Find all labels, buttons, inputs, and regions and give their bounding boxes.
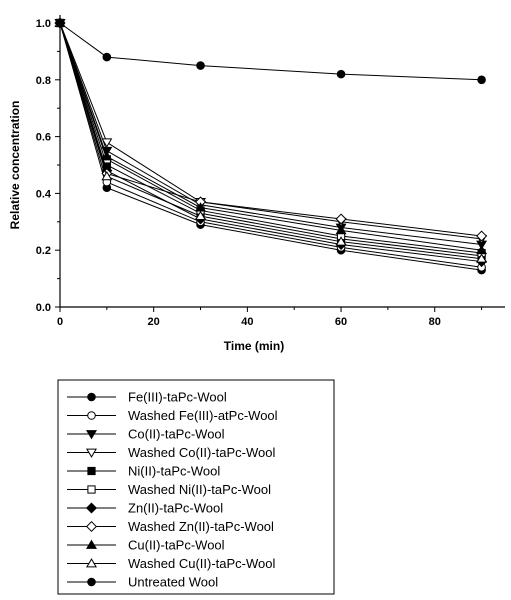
legend-marker [85,502,98,514]
series-line [59,22,482,240]
legend-label: Zn(II)-taPc-Wool [128,501,223,516]
x-tick-label: 60 [335,316,347,328]
x-tick-label: 0 [57,316,63,328]
y-tick-label: 0.6 [36,132,51,144]
legend-item: Washed Zn(II)-taPc-Wool [67,519,274,534]
data-point [102,52,112,62]
legend-marker [87,466,96,476]
series-line [59,22,482,246]
legend-label: Washed Fe(III)-atPc-Wool [128,408,278,423]
data-point [477,75,486,85]
legend-items: Fe(III)-taPc-Wool Washed Fe(III)-atPc-Woo… [67,390,278,590]
legend-item: Washed Co(II)-taPc-Wool [67,445,275,460]
legend-label: Untreated Wool [128,575,218,590]
x-axis-label: Time (min) [224,339,284,353]
series-0 [55,18,486,275]
series-3 [54,19,488,245]
legend-item: Untreated Wool [67,575,218,590]
series-8 [54,17,488,255]
data-point [476,253,488,263]
legend-marker [86,558,97,568]
legend-marker [86,539,97,549]
series-10 [55,18,486,85]
data-point [476,230,488,242]
legend-label: Cu(II)-taPc-Wool [128,538,225,553]
legend-label: Washed Co(II)-taPc-Wool [128,445,275,460]
legend-item: Zn(II)-taPc-Wool [67,501,223,516]
data-point [335,224,347,235]
legend-item: Washed Cu(II)-taPc-Wool [67,556,275,571]
data-point [336,69,346,79]
series-5 [55,18,486,258]
data-point [335,213,347,225]
data-point [196,61,205,70]
series-line [59,22,482,81]
chart-axes: 0.0 0.2 0.4 0.6 0.8 1.0 0 20 40 60 80 [36,15,505,328]
data-point [335,236,347,246]
series-line [59,22,482,237]
legend-label: Fe(III)-taPc-Wool [128,390,227,405]
series-line [59,22,482,257]
legend-item: Co(II)-taPc-Wool [67,427,225,442]
legend-marker [86,430,97,440]
x-tick-label: 40 [241,316,253,328]
data-point [195,210,207,221]
legend-label: Co(II)-taPc-Wool [128,427,225,442]
x-tick-label: 80 [429,316,441,328]
legend-marker [86,448,97,458]
y-tick-label: 0.2 [36,245,51,257]
y-tick-label: 0.8 [36,75,51,87]
legend-marker [87,392,96,402]
legend-item: Ni(II)-taPc-Wool [67,464,220,479]
legend-item: Fe(III)-taPc-Wool [67,390,227,405]
y-tick-label: 1.0 [36,18,51,30]
legend-item: Cu(II)-taPc-Wool [67,538,225,553]
data-point [101,138,113,148]
legend-label: Washed Cu(II)-taPc-Wool [128,556,275,571]
legend-item: Washed Fe(III)-atPc-Wool [67,408,278,423]
x-tick-label: 20 [148,316,160,328]
data-point [101,170,113,181]
chart-series [54,17,488,275]
data-point [55,18,65,28]
series-2 [54,19,488,250]
legend-marker [87,485,96,494]
legend-item: Washed Ni(II)-taPc-Wool [67,482,271,497]
legend-label: Ni(II)-taPc-Wool [128,464,220,479]
series-line [59,22,482,271]
series-7 [54,17,488,242]
series-line [59,22,482,268]
series-1 [55,18,486,272]
y-tick-label: 0.4 [36,188,52,200]
y-tick-label: 0.0 [36,302,51,314]
data-point [101,151,113,161]
legend-marker [85,520,98,533]
legend-marker [87,577,96,587]
legend-label: Washed Ni(II)-taPc-Wool [128,482,271,497]
legend: Fe(III)-taPc-Wool Washed Fe(III)-atPc-Woo… [57,379,335,595]
legend-marker [87,411,96,420]
legend-label: Washed Zn(II)-taPc-Wool [128,519,274,534]
y-axis-label: Relative concentration [8,101,22,230]
